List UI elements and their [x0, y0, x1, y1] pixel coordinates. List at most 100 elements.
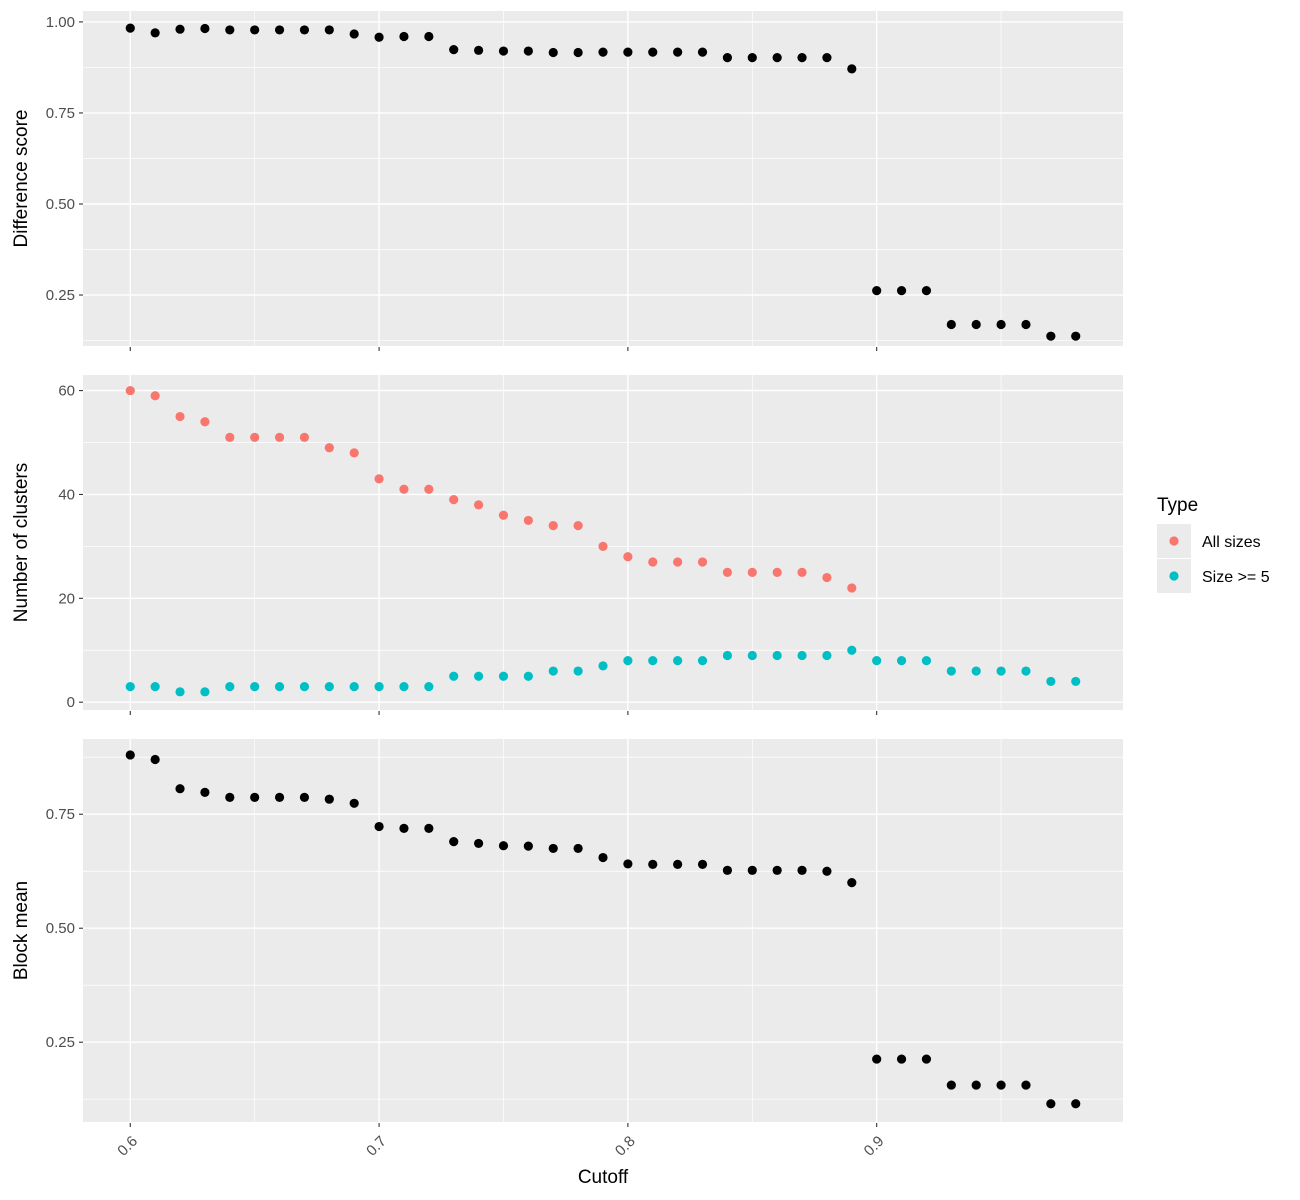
data-point — [747, 865, 757, 875]
data-point — [722, 567, 733, 577]
data-point — [946, 666, 956, 676]
data-point — [498, 510, 509, 520]
y-tick-label: 0.25 — [46, 1034, 75, 1051]
data-point — [125, 750, 135, 760]
data-point — [200, 417, 210, 427]
data-point — [548, 47, 558, 58]
y-tick-label: 0.50 — [46, 920, 75, 937]
data-point — [1071, 1099, 1081, 1109]
data-point — [473, 838, 484, 849]
data-point — [374, 474, 384, 484]
data-point — [971, 666, 981, 676]
data-point — [697, 557, 708, 567]
data-point — [598, 47, 608, 57]
data-point — [797, 53, 807, 63]
data-point — [125, 385, 135, 396]
data-point — [175, 24, 185, 34]
y-tick-label: 0.50 — [46, 196, 75, 213]
data-point — [473, 45, 484, 55]
data-point — [424, 484, 434, 494]
y-tick-label: 40 — [58, 486, 75, 503]
data-point — [324, 682, 334, 692]
data-point — [324, 443, 334, 453]
data-point — [374, 32, 384, 42]
data-point — [772, 650, 782, 661]
data-point — [847, 64, 857, 74]
data-point — [150, 754, 160, 765]
data-point — [697, 47, 708, 57]
data-point — [946, 1080, 956, 1090]
panel-background — [83, 11, 1123, 346]
legend: Type All sizes Size >= 5 — [1157, 495, 1270, 593]
data-point — [498, 46, 509, 56]
data-point — [946, 319, 956, 330]
data-point — [399, 484, 409, 494]
data-point — [349, 798, 359, 808]
y-tick-label: 0.25 — [46, 287, 75, 304]
data-point — [747, 567, 757, 577]
data-point — [274, 682, 285, 692]
data-point — [1071, 676, 1081, 687]
legend-key-all-sizes — [1169, 536, 1179, 546]
data-point — [573, 843, 583, 854]
data-point — [573, 666, 583, 676]
data-point — [200, 687, 210, 697]
data-point — [598, 852, 608, 863]
chart-panels: 0.25 0.50 0.75 1.00 Difference score 0 20 40 60 N… — [11, 11, 1123, 1127]
data-point — [299, 682, 310, 692]
data-point — [250, 25, 260, 35]
data-point — [250, 792, 260, 802]
data-point — [449, 671, 459, 681]
data-point — [971, 319, 981, 330]
data-point — [772, 865, 782, 875]
data-point — [424, 31, 434, 42]
data-point — [449, 836, 459, 847]
data-point — [274, 432, 285, 442]
y-tick-label: 60 — [58, 383, 75, 400]
data-point — [374, 821, 384, 832]
data-point — [523, 46, 533, 56]
data-point — [299, 25, 310, 35]
data-point — [374, 682, 384, 692]
data-point — [225, 792, 235, 802]
y-tick-label: 20 — [58, 590, 75, 607]
data-point — [548, 843, 558, 854]
legend-title: Type — [1157, 495, 1198, 516]
data-point — [1021, 666, 1031, 676]
legend-key-size-ge-5 — [1169, 571, 1179, 581]
data-point — [1071, 331, 1081, 341]
data-point — [449, 44, 459, 55]
data-point — [399, 31, 409, 42]
data-point — [523, 671, 533, 681]
data-point — [697, 656, 708, 666]
data-point — [747, 53, 757, 63]
data-point — [449, 495, 459, 505]
data-point — [125, 23, 135, 33]
data-point — [797, 567, 807, 577]
data-point — [648, 47, 658, 57]
data-point — [996, 1080, 1006, 1090]
data-point — [1046, 331, 1056, 341]
legend-label-all-sizes: All sizes — [1202, 534, 1261, 551]
data-point — [996, 666, 1006, 676]
data-point — [722, 53, 733, 63]
data-point — [797, 650, 807, 661]
data-point — [498, 841, 509, 851]
data-point — [498, 671, 509, 681]
data-point — [921, 1054, 932, 1064]
data-point — [847, 878, 857, 888]
data-point — [175, 784, 185, 794]
data-point — [324, 25, 334, 35]
data-point — [623, 552, 633, 562]
y-tick-label: 1.00 — [46, 14, 75, 31]
data-point — [822, 572, 832, 583]
data-point — [399, 682, 409, 692]
data-point — [847, 645, 857, 655]
data-point — [722, 650, 733, 661]
legend-label-size-ge-5: Size >= 5 — [1202, 569, 1270, 586]
data-point — [598, 541, 608, 551]
series-1-all-sizes — [125, 385, 857, 593]
data-point — [274, 792, 285, 802]
series-2-size-5 — [125, 645, 1081, 697]
